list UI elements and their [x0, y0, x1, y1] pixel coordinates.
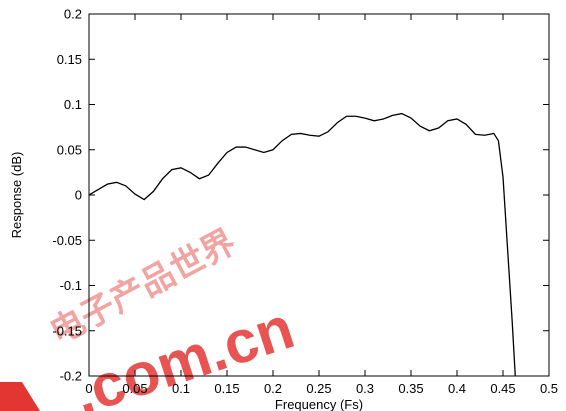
x-tick-label: 0.05	[122, 381, 147, 396]
x-tick-label: 0.2	[264, 381, 282, 396]
plot-frame	[88, 13, 550, 377]
x-tick-label: 0.3	[356, 381, 374, 396]
response-curve	[89, 112, 516, 376]
x-tick-label: 0.15	[214, 381, 239, 396]
watermark: 电子产品世界 .com.cn	[0, 223, 302, 411]
y-tick-label: -0.1	[60, 278, 82, 293]
y-tick-label: -0.2	[60, 369, 82, 384]
y-tick-label: 0	[75, 188, 82, 203]
x-axis: 0 0.05 0.1 0.15 0.2 0.25 0.3 0.35 0.4 0.45 0.5	[85, 14, 558, 396]
x-tick-label: 0.45	[490, 381, 515, 396]
y-axis-title: Response (dB)	[9, 152, 24, 239]
watermark-logo-shape	[0, 382, 40, 411]
y-tick-label: 0.05	[57, 142, 82, 157]
x-tick-label: 0.25	[306, 381, 331, 396]
x-tick-label: 0.5	[540, 381, 558, 396]
y-tick-label: 0.15	[57, 52, 82, 67]
x-tick-label: 0.1	[172, 381, 190, 396]
y-tick-label: -0.05	[52, 233, 82, 248]
x-tick-label: 0.35	[398, 381, 423, 396]
y-tick-label: 0.1	[64, 97, 82, 112]
x-axis-title: Frequency (Fs)	[275, 397, 363, 411]
y-tick-label: 0.2	[64, 7, 82, 22]
x-tick-label: 0.4	[448, 381, 466, 396]
y-axis: 0.2 0.15 0.1 0.05 0 -0.05 -0.1 -0.15 -0.2	[52, 7, 549, 384]
y-tick-label: -0.15	[52, 323, 82, 338]
x-tick-label: 0	[85, 381, 92, 396]
